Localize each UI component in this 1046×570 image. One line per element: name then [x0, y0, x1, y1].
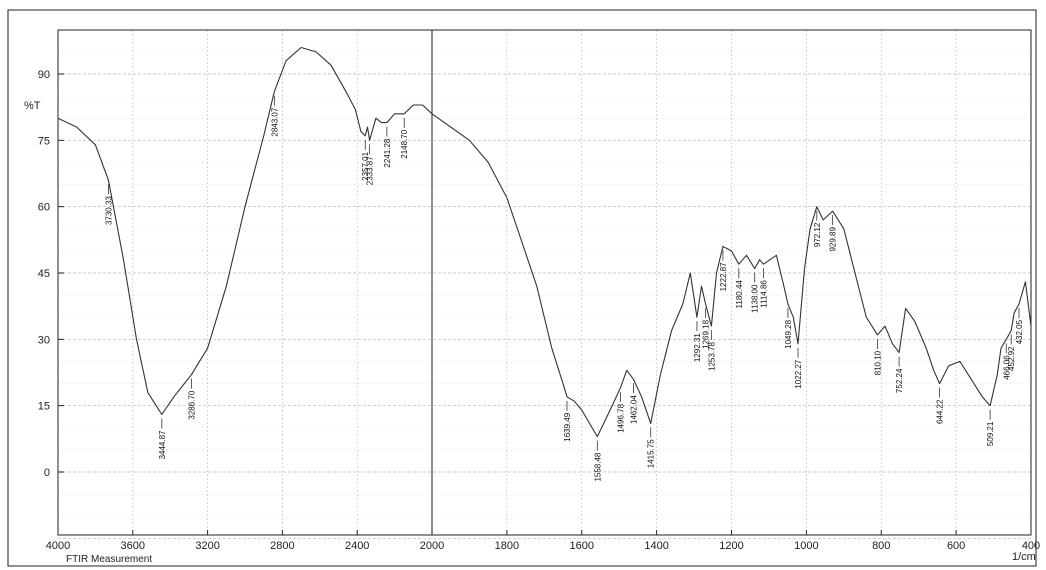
peak-label: 1022.27 [794, 359, 803, 388]
x-tick-label: 2800 [270, 540, 294, 552]
peak-label: 2357.01 [361, 151, 370, 180]
y-tick-labels: 0 15 30 45 60 75 90 [38, 69, 64, 479]
grid-lines [57, 29, 1032, 539]
x-tick-labels: 4000 3600 3200 2800 2400 2000 1800 1600 1400 1200… [46, 530, 1040, 552]
x-tick-label: 400 [1022, 540, 1040, 552]
y-tick-label: 30 [38, 334, 50, 346]
y-tick-label: 90 [38, 69, 50, 81]
peak-labels: 3730.33 3444.87 3286.70 2843.07 2357.012333.… [104, 95, 1024, 482]
x-tick-label: 4000 [46, 540, 70, 552]
peak-label: 810.10 [873, 350, 882, 375]
x-tick-label: 1800 [495, 540, 519, 552]
peak-label: 1049.28 [784, 319, 793, 348]
peak-label: 2241.28 [383, 138, 392, 167]
y-axis-label: %T [24, 100, 41, 112]
peak-label: 1253.78 [707, 342, 716, 371]
y-tick-label: 60 [38, 202, 50, 214]
peak-label: 3444.87 [158, 430, 167, 459]
peak-label: 1269.18 [702, 319, 711, 348]
peak-label: 1639.49 [563, 412, 572, 441]
peak-label: 1222.87 [719, 262, 728, 291]
peak-label: 466.06 [1002, 355, 1011, 380]
y-tick-label: 0 [44, 467, 50, 479]
peak-label: 1138.00 [751, 284, 760, 313]
spectrum-line [57, 46, 1032, 438]
peak-label: 644.22 [936, 399, 945, 424]
x-tick-label: 2400 [345, 540, 369, 552]
x-tick-label: 3200 [195, 540, 219, 552]
peak-label: 1292.31 [693, 333, 702, 362]
peak-label: 1180.44 [735, 280, 744, 309]
x-tick-label: 800 [872, 540, 890, 552]
x-tick-label: 1200 [719, 540, 743, 552]
peak-label: 2148.70 [400, 129, 409, 158]
peak-label: 1496.78 [616, 403, 625, 432]
y-tick-label: 45 [38, 268, 50, 280]
peak-label: 929.89 [829, 227, 838, 252]
peak-label: 1415.75 [647, 439, 656, 468]
x-tick-label: 3600 [121, 540, 145, 552]
peak-label: 752.24 [895, 368, 904, 393]
peak-label: 1114.86 [759, 280, 768, 308]
peak-label: 509.21 [986, 421, 995, 446]
peak-label: 432.05 [1015, 319, 1024, 344]
peak-label: 3730.33 [104, 196, 113, 225]
x-tick-label: 600 [947, 540, 965, 552]
peak-label: 1462.04 [629, 395, 638, 424]
peak-label: 2333.87 [366, 156, 375, 185]
peak-label: 972.12 [813, 222, 822, 247]
x-axis-unit: 1/cm [1012, 551, 1036, 563]
chart-frame [7, 9, 1037, 567]
x-tick-label: 2000 [420, 540, 444, 552]
peak-label: 1558.48 [593, 452, 602, 481]
x-tick-label: 1000 [794, 540, 818, 552]
x-tick-label: 1400 [644, 540, 668, 552]
spectrum-series [57, 46, 1032, 438]
y-tick-label: 15 [38, 401, 50, 413]
peak-label: 2843.07 [270, 107, 279, 136]
peak-label: 3286.70 [187, 390, 196, 419]
peak-label: 452.92 [1007, 346, 1016, 371]
y-tick-label: 75 [38, 135, 50, 147]
x-tick-label: 1600 [570, 540, 594, 552]
footer-caption: FTIR Measurement [66, 554, 152, 565]
plot-area-border [57, 29, 1032, 536]
